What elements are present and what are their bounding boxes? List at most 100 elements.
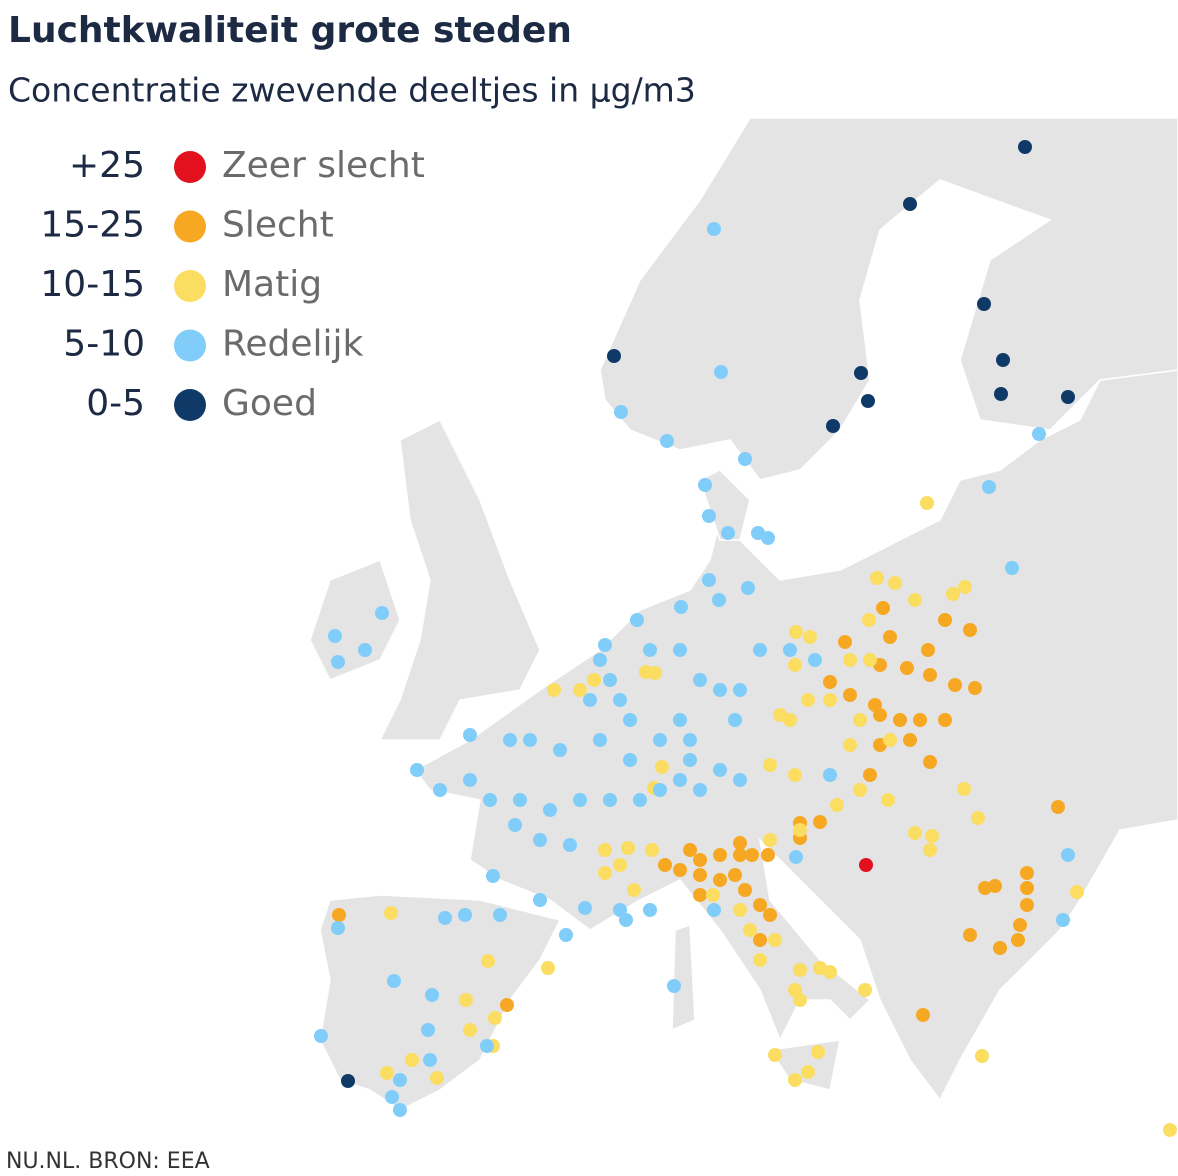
- city-dot: [788, 768, 802, 782]
- city-dot: [745, 848, 759, 862]
- city-dot: [433, 783, 447, 797]
- city-dot: [643, 903, 657, 917]
- city-dot: [693, 868, 707, 882]
- city-dot: [593, 733, 607, 747]
- city-dot: [405, 1053, 419, 1067]
- city-dot: [843, 738, 857, 752]
- city-dot: [733, 773, 747, 787]
- city-dot: [593, 653, 607, 667]
- city-dot: [533, 833, 547, 847]
- city-dot: [614, 405, 628, 419]
- city-dot: [873, 708, 887, 722]
- city-dot: [331, 655, 345, 669]
- city-dot: [1020, 898, 1034, 912]
- city-dot: [975, 1049, 989, 1063]
- legend-range: +25: [69, 145, 145, 186]
- city-dot: [578, 901, 592, 915]
- city-dot: [801, 1065, 815, 1079]
- city-dot: [598, 843, 612, 857]
- city-dot: [888, 576, 902, 590]
- city-dot: [783, 643, 797, 657]
- city-dot: [843, 688, 857, 702]
- city-dot: [753, 898, 767, 912]
- city-dot: [900, 661, 914, 675]
- city-dot: [908, 593, 922, 607]
- city-dot: [430, 1071, 444, 1085]
- title: Luchtkwaliteit grote steden: [8, 10, 572, 51]
- city-dot: [573, 793, 587, 807]
- city-dot: [823, 768, 837, 782]
- city-dot: [721, 526, 735, 540]
- city-dot: [706, 888, 720, 902]
- city-dot: [493, 908, 507, 922]
- city-dot: [667, 979, 681, 993]
- legend-label: Slecht: [222, 205, 334, 246]
- legend-swatch: [174, 389, 206, 421]
- city-dot: [683, 753, 697, 767]
- legend-label: Goed: [222, 383, 317, 424]
- city-dot: [458, 908, 472, 922]
- city-dot: [1163, 1123, 1177, 1137]
- city-dot: [923, 755, 937, 769]
- legend-range: 15-25: [40, 205, 145, 246]
- city-dot: [925, 829, 939, 843]
- city-dot: [783, 713, 797, 727]
- city-dot: [923, 668, 937, 682]
- city-dot: [1061, 390, 1075, 404]
- ireland: [309, 559, 401, 681]
- city-dot: [533, 893, 547, 907]
- city-dot: [410, 763, 424, 777]
- city-dot: [761, 531, 775, 545]
- city-dot: [1018, 140, 1032, 154]
- city-dot: [963, 928, 977, 942]
- city-dot: [854, 366, 868, 380]
- city-dot: [573, 683, 587, 697]
- city-dot: [881, 793, 895, 807]
- city-dot: [1005, 561, 1019, 575]
- city-dot: [543, 803, 557, 817]
- city-dot: [488, 1011, 502, 1025]
- city-dot: [438, 911, 452, 925]
- city-dot: [916, 1008, 930, 1022]
- city-dot: [459, 993, 473, 1007]
- city-dot: [648, 666, 662, 680]
- city-dot: [811, 1045, 825, 1059]
- city-dot: [621, 841, 635, 855]
- legend-label: Matig: [222, 264, 322, 305]
- city-dot: [513, 793, 527, 807]
- city-dot: [870, 571, 884, 585]
- city-dot: [808, 653, 822, 667]
- city-dot: [698, 478, 712, 492]
- city-dot: [789, 625, 803, 639]
- legend-label: Redelijk: [222, 324, 364, 365]
- city-dot: [883, 630, 897, 644]
- city-dot: [733, 683, 747, 697]
- city-dot: [883, 733, 897, 747]
- city-dot: [713, 683, 727, 697]
- denmark: [699, 469, 751, 541]
- scandinavia: [599, 117, 1178, 481]
- city-dot: [788, 658, 802, 672]
- city-dot: [393, 1103, 407, 1117]
- city-dot: [380, 1066, 394, 1080]
- city-dot: [1020, 881, 1034, 895]
- city-dot: [1070, 885, 1084, 899]
- city-dot: [483, 793, 497, 807]
- city-dot: [702, 509, 716, 523]
- sicily: [768, 1039, 841, 1091]
- city-dot: [707, 222, 721, 236]
- city-dot: [673, 773, 687, 787]
- city-dot: [957, 782, 971, 796]
- city-dot: [908, 826, 922, 840]
- legend-swatch: [174, 329, 206, 362]
- city-dot: [813, 815, 827, 829]
- city-dot: [658, 858, 672, 872]
- city-dot: [683, 733, 697, 747]
- city-dot: [713, 848, 727, 862]
- city-dot: [863, 653, 877, 667]
- legend-swatch: [174, 210, 206, 243]
- city-dot: [503, 733, 517, 747]
- city-dot: [728, 868, 742, 882]
- city-dot: [332, 908, 346, 922]
- city-dots: [314, 140, 1177, 1137]
